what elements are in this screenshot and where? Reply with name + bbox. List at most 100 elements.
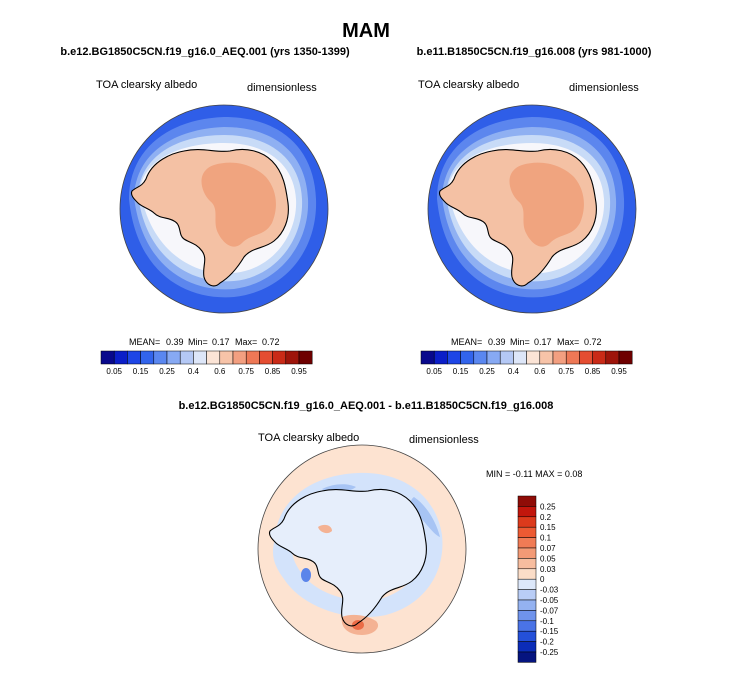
panel-1-colorbar-tick-label: 0.6	[214, 367, 226, 376]
panel-1-max-label: Max=	[235, 337, 257, 347]
panel-diff-colorbar-tick-label: -0.2	[540, 638, 554, 647]
panel-1-map	[120, 105, 328, 313]
panel-2-colorbar-tick-label: 0.75	[558, 367, 574, 376]
panel-1-colorbar-swatch	[245, 350, 260, 365]
panel-2-colorbar-swatch	[433, 350, 448, 365]
panel-1-colorbar-swatch	[179, 350, 194, 365]
panel-diff-colorbar-tick-label: -0.05	[540, 596, 559, 605]
panel-1-colorbar-swatch	[153, 350, 168, 365]
panel-2-colorbar-swatch	[618, 350, 633, 365]
panel-2-land-high	[509, 162, 584, 247]
panel-diff-colorbar-tick-label: -0.07	[540, 606, 559, 615]
panel-2-colorbar-tick-label: 0.4	[508, 367, 520, 376]
panel-diff-colorbar-tick-label: 0.25	[540, 502, 556, 511]
panel-2-colorbar-swatch	[539, 350, 554, 365]
panel-1-colorbar-swatch	[285, 350, 300, 365]
panel-diff-colorbar-swatch	[517, 506, 537, 518]
panel-1-colorbar-swatch	[127, 350, 141, 365]
panel-2-mean-value: 0.39	[488, 337, 506, 347]
panel-1-min-value: 0.17	[212, 337, 230, 347]
panel-diff-colorbar-tick-label: 0	[540, 575, 545, 584]
panel-diff-colorbar-swatch	[517, 568, 537, 580]
panel-diff-colorbar-tick-label: 0.07	[540, 544, 556, 553]
panel-2-colorbar-tick-label: 0.15	[453, 367, 469, 376]
panel-2-colorbar-swatch	[579, 350, 593, 365]
panel-2-min-value: 0.17	[534, 337, 552, 347]
panel-2-min-label: Min=	[510, 337, 530, 347]
panel-diff-colorbar-swatch	[517, 495, 537, 507]
panel-2-colorbar-tick-label: 0.25	[479, 367, 495, 376]
panel-diff-colorbar-tick-label: 0.15	[540, 523, 556, 532]
panel-1-colorbar-swatch	[100, 350, 115, 365]
panel-1-colorbar-swatch	[298, 350, 313, 365]
panel-2-max-label: Max=	[557, 337, 579, 347]
panel-2-colorbar-swatch	[592, 350, 607, 365]
panel-2-max-value: 0.72	[584, 337, 602, 347]
panel-diff-map-border	[257, 444, 467, 654]
panel-2-colorbar: 0.05 0.15 0.25 0.4 0.6 0.75 0.85 0.95	[420, 350, 633, 376]
panel-diff-colorbar-swatch	[517, 516, 537, 528]
panel-diff-colorbar-swatch	[517, 610, 537, 622]
panel-1-colorbar-tick-label: 0.05	[106, 367, 122, 376]
panel-diff-colorbar-swatch	[517, 526, 537, 538]
panel-diff-colorbar: 0.250.20.150.10.070.050.030-0.03-0.05-0.…	[517, 495, 559, 663]
panel-2-colorbar-swatch	[473, 350, 488, 365]
panel-1-variable-label: TOA clearsky albedo	[96, 79, 197, 91]
panel-2-colorbar-tick-label: 0.6	[534, 367, 546, 376]
panel-1-colorbar-tick-label: 0.15	[133, 367, 149, 376]
panel-1-colorbar-tick-label: 0.95	[291, 367, 307, 376]
panel-2-colorbar-swatch	[460, 350, 475, 365]
panel-1-units-label: dimensionless	[247, 82, 317, 94]
panel-diff-colorbar-swatch	[517, 547, 537, 559]
panel-2-variable-label: TOA clearsky albedo	[418, 79, 519, 91]
panel-diff-patch-west	[301, 568, 311, 582]
panel-diff-positive-core	[352, 620, 364, 630]
panel-diff-colorbar-swatch	[517, 651, 537, 663]
panel-1-colorbar-swatch	[219, 350, 234, 365]
panel-2-colorbar-swatch	[552, 350, 567, 365]
panel-diff-colorbar-tick-label: 0.2	[540, 513, 552, 522]
panel-diff-colorbar-swatch	[517, 537, 537, 549]
panel-1-land-high	[201, 162, 276, 247]
figure-title: MAM	[342, 20, 390, 42]
panel-2-colorbar-swatch	[565, 350, 580, 365]
panel-2-colorbar-swatch	[486, 350, 501, 365]
panel-2-title: b.e11.B1850C5CN.f19_g16.008 (yrs 981-100…	[417, 46, 652, 58]
panel-diff-colorbar-swatch	[517, 558, 537, 570]
panel-1-max-value: 0.72	[262, 337, 280, 347]
panel-1-min-label: Min=	[188, 337, 208, 347]
panel-diff-colorbar-tick-label: -0.15	[540, 627, 559, 636]
panel-2-map-border	[427, 104, 637, 314]
panel-2-colorbar-tick-label: 0.05	[426, 367, 442, 376]
panel-diff-colorbar-tick-label: 0.1	[540, 534, 552, 543]
panel-diff-title: b.e12.BG1850C5CN.f19_g16.0_AEQ.001 - b.e…	[179, 400, 554, 412]
panel-1-colorbar-swatch	[232, 350, 247, 365]
panel-diff-small-positive	[318, 524, 332, 534]
panel-diff-colorbar-tick-label: 0.03	[540, 565, 556, 574]
panel-diff-patch-east	[411, 497, 440, 537]
panel-1-colorbar-swatch	[113, 350, 128, 365]
panel-1-colorbar-tick-label: 0.25	[159, 367, 175, 376]
panel-2-units-label: dimensionless	[569, 82, 639, 94]
panel-1-colorbar-swatch	[259, 350, 273, 365]
panel-1-colorbar-swatch	[272, 350, 287, 365]
panel-2-colorbar-tick-label: 0.95	[611, 367, 627, 376]
panel-1-colorbar-tick-label: 0.4	[188, 367, 200, 376]
panel-diff-colorbar-swatch	[517, 578, 537, 590]
panel-1-mean-label: MEAN=	[129, 337, 160, 347]
panel-diff-colorbar-tick-label: 0.05	[540, 554, 556, 563]
panel-1: b.e12.BG1850C5CN.f19_g16.0_AEQ.001 (yrs …	[60, 46, 350, 376]
panel-1-stats: MEAN= 0.39 Min= 0.17 Max= 0.72	[129, 337, 280, 347]
panel-1-mean-value: 0.39	[166, 337, 184, 347]
panel-1-colorbar-tick-label: 0.85	[265, 367, 281, 376]
panel-1-title: b.e12.BG1850C5CN.f19_g16.0_AEQ.001 (yrs …	[60, 46, 350, 58]
panel-1-colorbar-swatch	[140, 350, 155, 365]
panel-diff-variable-label: TOA clearsky albedo	[258, 432, 359, 444]
panel-2: b.e11.B1850C5CN.f19_g16.008 (yrs 981-100…	[417, 46, 652, 376]
panel-2-mean-label: MEAN=	[451, 337, 482, 347]
panel-1-map-border	[119, 104, 329, 314]
panel-diff-units-label: dimensionless	[409, 434, 479, 446]
panel-1-colorbar-swatch	[206, 350, 221, 365]
panel-diff-colorbar-tick-label: -0.1	[540, 617, 554, 626]
